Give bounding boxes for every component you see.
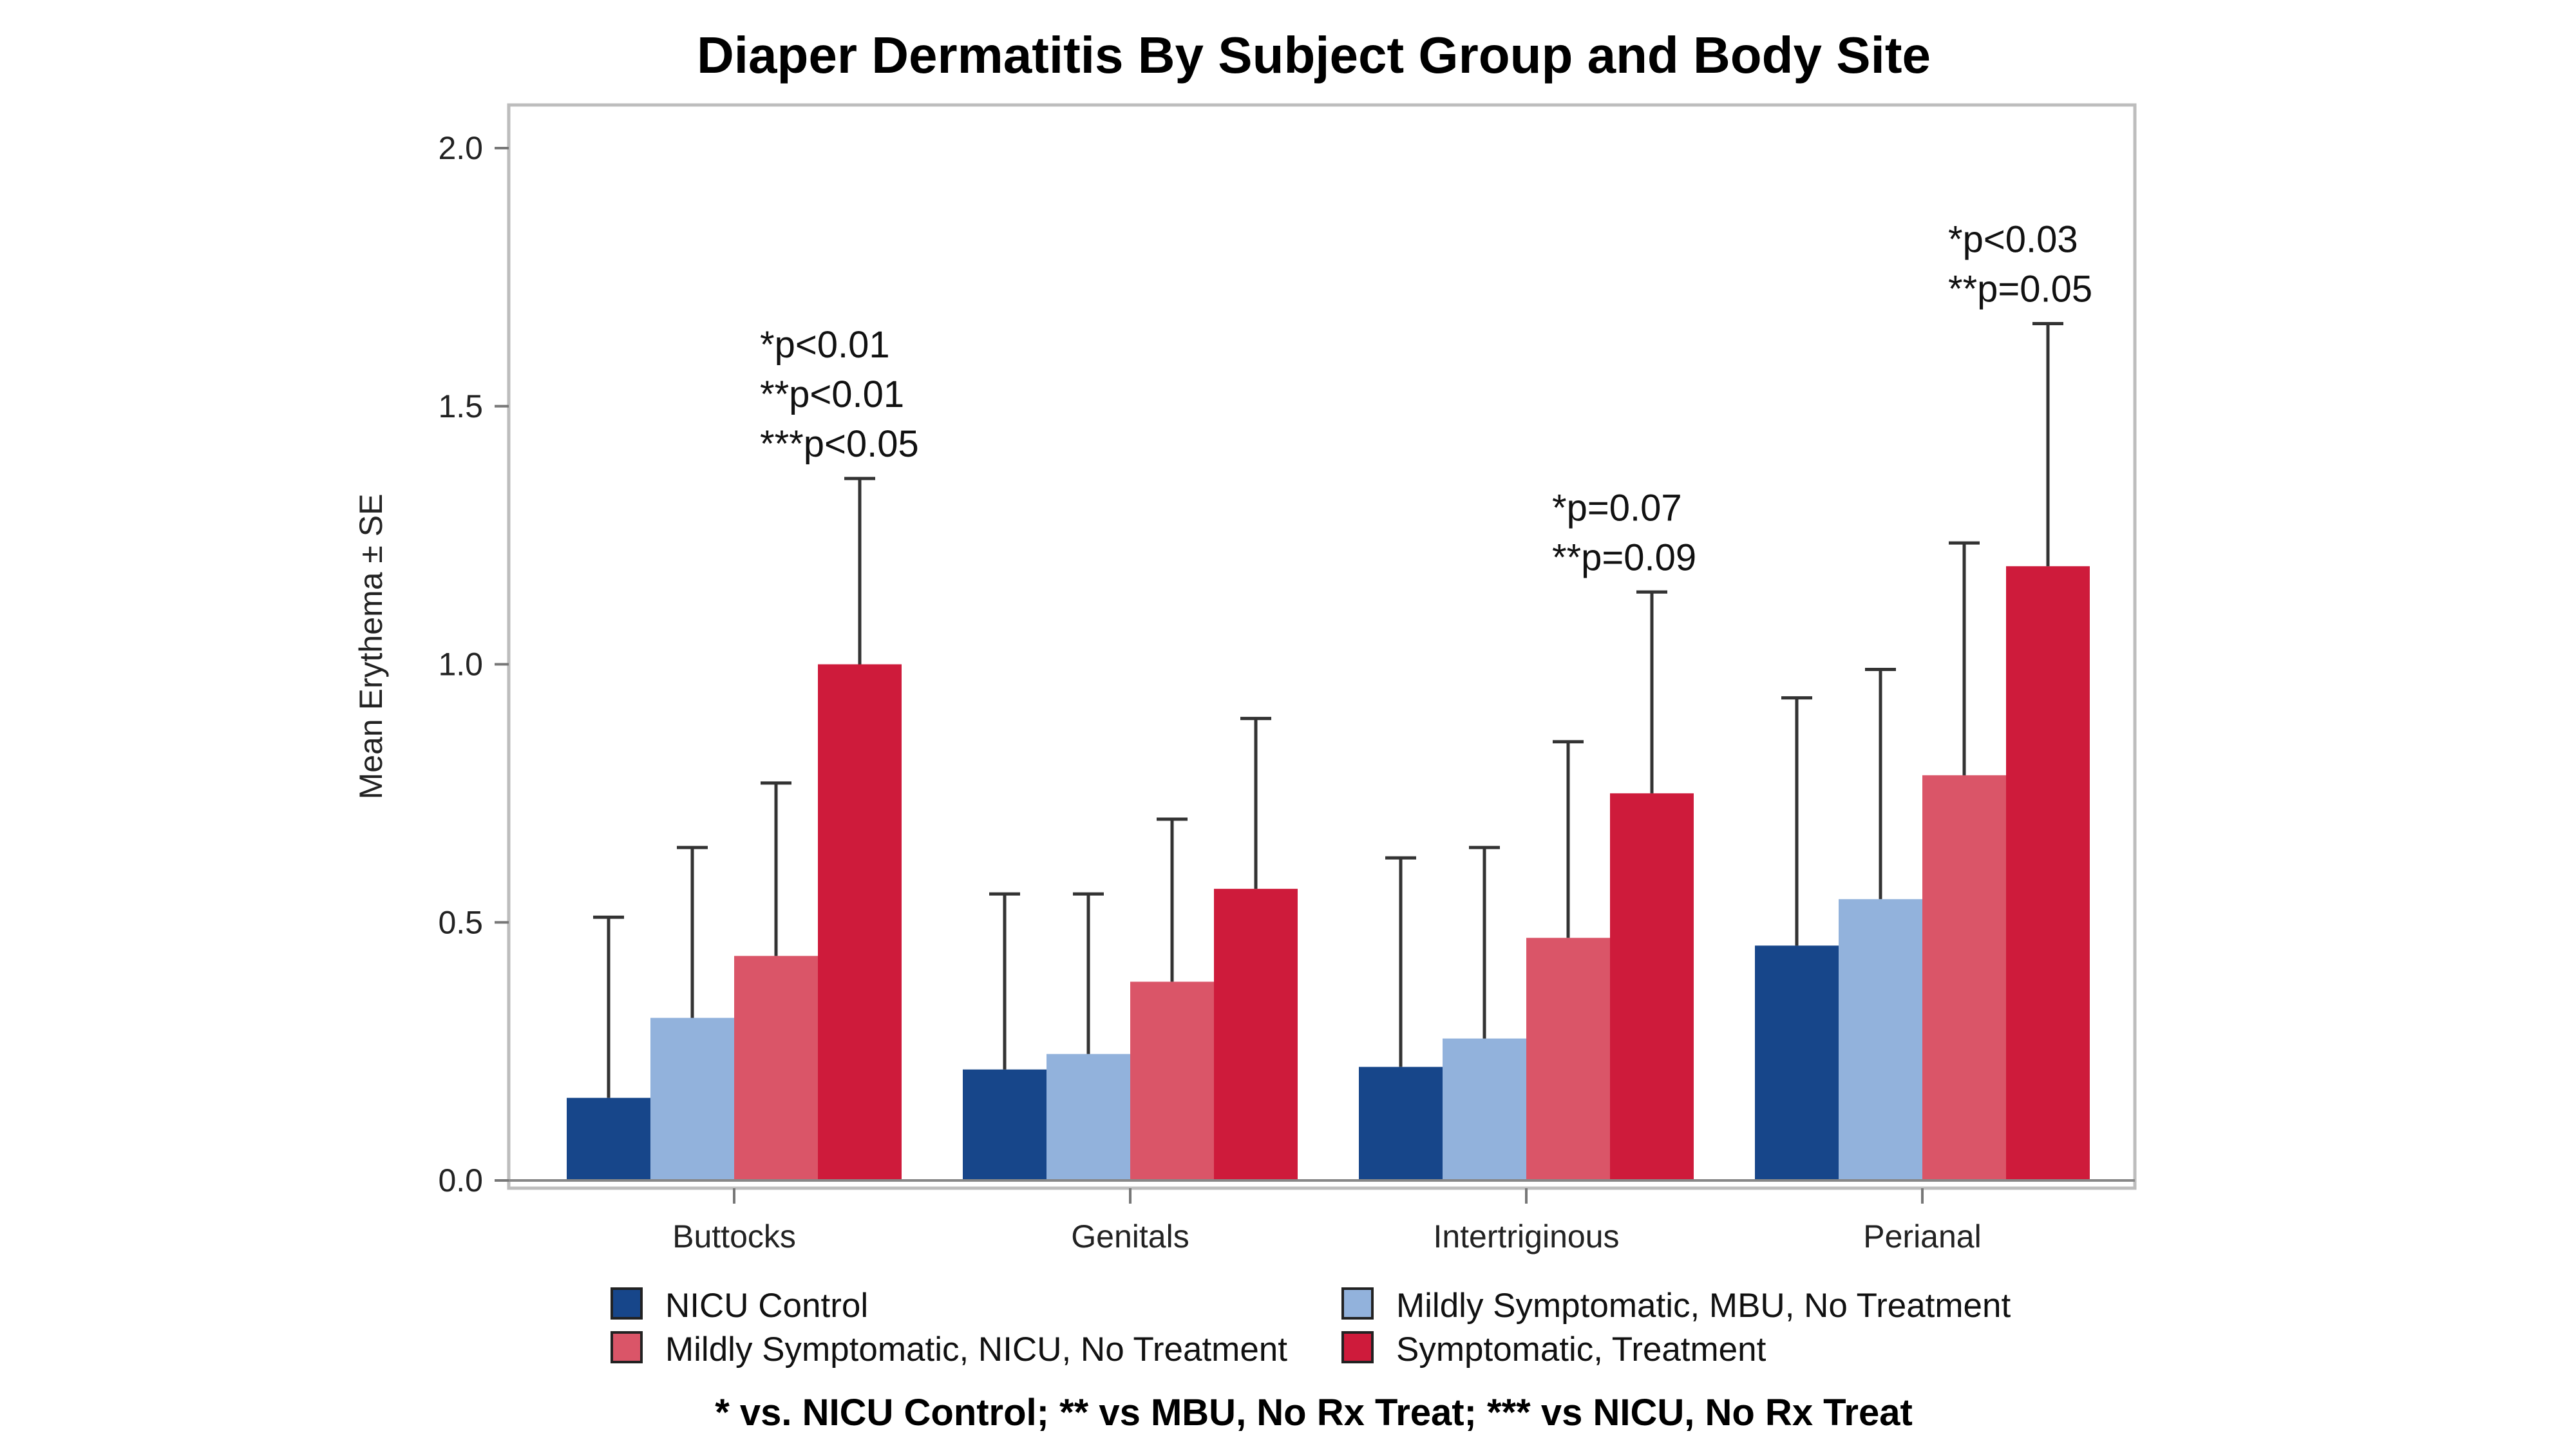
legend-label: Mildly Symptomatic, NICU, No Treatment <box>665 1331 1287 1368</box>
bar <box>1922 775 2006 1180</box>
y-tick-label: 0.0 <box>438 1162 483 1198</box>
bar <box>1046 1054 1130 1180</box>
footnote: * vs. NICU Control; ** vs MBU, No Rx Tre… <box>715 1392 1913 1434</box>
bar <box>1610 793 1694 1180</box>
bar <box>818 664 902 1180</box>
chart-title: Diaper Dermatitis By Subject Group and B… <box>697 26 1931 84</box>
y-tick-label: 1.5 <box>438 388 483 424</box>
x-tick-label: Perianal <box>1863 1218 1981 1255</box>
bar <box>2006 566 2090 1180</box>
legend-swatch <box>1341 1287 1374 1320</box>
bar <box>963 1069 1046 1180</box>
legend-swatch <box>1341 1331 1374 1363</box>
y-axis-label: Mean Erythema ± SE <box>353 494 389 800</box>
x-tick-label: Buttocks <box>672 1218 796 1255</box>
x-axis: Buttocks Genitals Intertriginous Perianal <box>509 1179 2135 1255</box>
bar <box>1214 889 1298 1180</box>
x-tick-label: Intertriginous <box>1433 1218 1619 1255</box>
bar <box>1443 1038 1526 1180</box>
significance-annotation: **p<0.01 <box>760 374 904 415</box>
bar <box>734 956 818 1180</box>
y-tick-label: 0.5 <box>438 904 483 940</box>
y-axis: 0.0 0.5 1.0 1.5 2.0 <box>438 130 509 1198</box>
significance-annotation: *p<0.03 <box>1948 219 2078 261</box>
significance-annotation: *p<0.01 <box>760 324 890 366</box>
bar <box>1130 981 1214 1180</box>
bar <box>567 1097 650 1180</box>
plot-frame <box>507 103 2137 1190</box>
legend-swatch <box>611 1287 643 1320</box>
bars-group <box>567 566 2090 1180</box>
legend-label: NICU Control <box>665 1287 868 1325</box>
legend-label: Mildly Symptomatic, MBU, No Treatment <box>1396 1287 2011 1325</box>
y-tick-label: 2.0 <box>438 130 483 166</box>
bar <box>1839 899 1922 1180</box>
significance-annotation: *p=0.07 <box>1552 487 1682 529</box>
legend: NICU Control Mildly Symptomatic, MBU, No … <box>611 1287 2011 1368</box>
significance-annotation: **p=0.05 <box>1948 269 2092 310</box>
x-tick-label: Genitals <box>1071 1218 1189 1255</box>
annotations-group: *p<0.01 **p<0.01 ***p<0.05 *p=0.07 **p=0.09 *… <box>760 219 2092 579</box>
bar <box>1526 938 1610 1180</box>
bar <box>650 1018 734 1180</box>
legend-swatch <box>611 1331 643 1363</box>
y-tick-label: 1.0 <box>438 647 483 683</box>
error-bars-group <box>593 322 2063 1098</box>
legend-label: Symptomatic, Treatment <box>1396 1331 1766 1368</box>
significance-annotation: ***p<0.05 <box>760 423 919 465</box>
bar <box>1359 1066 1443 1180</box>
bar <box>1755 945 1839 1180</box>
significance-annotation: **p=0.09 <box>1552 536 1696 578</box>
